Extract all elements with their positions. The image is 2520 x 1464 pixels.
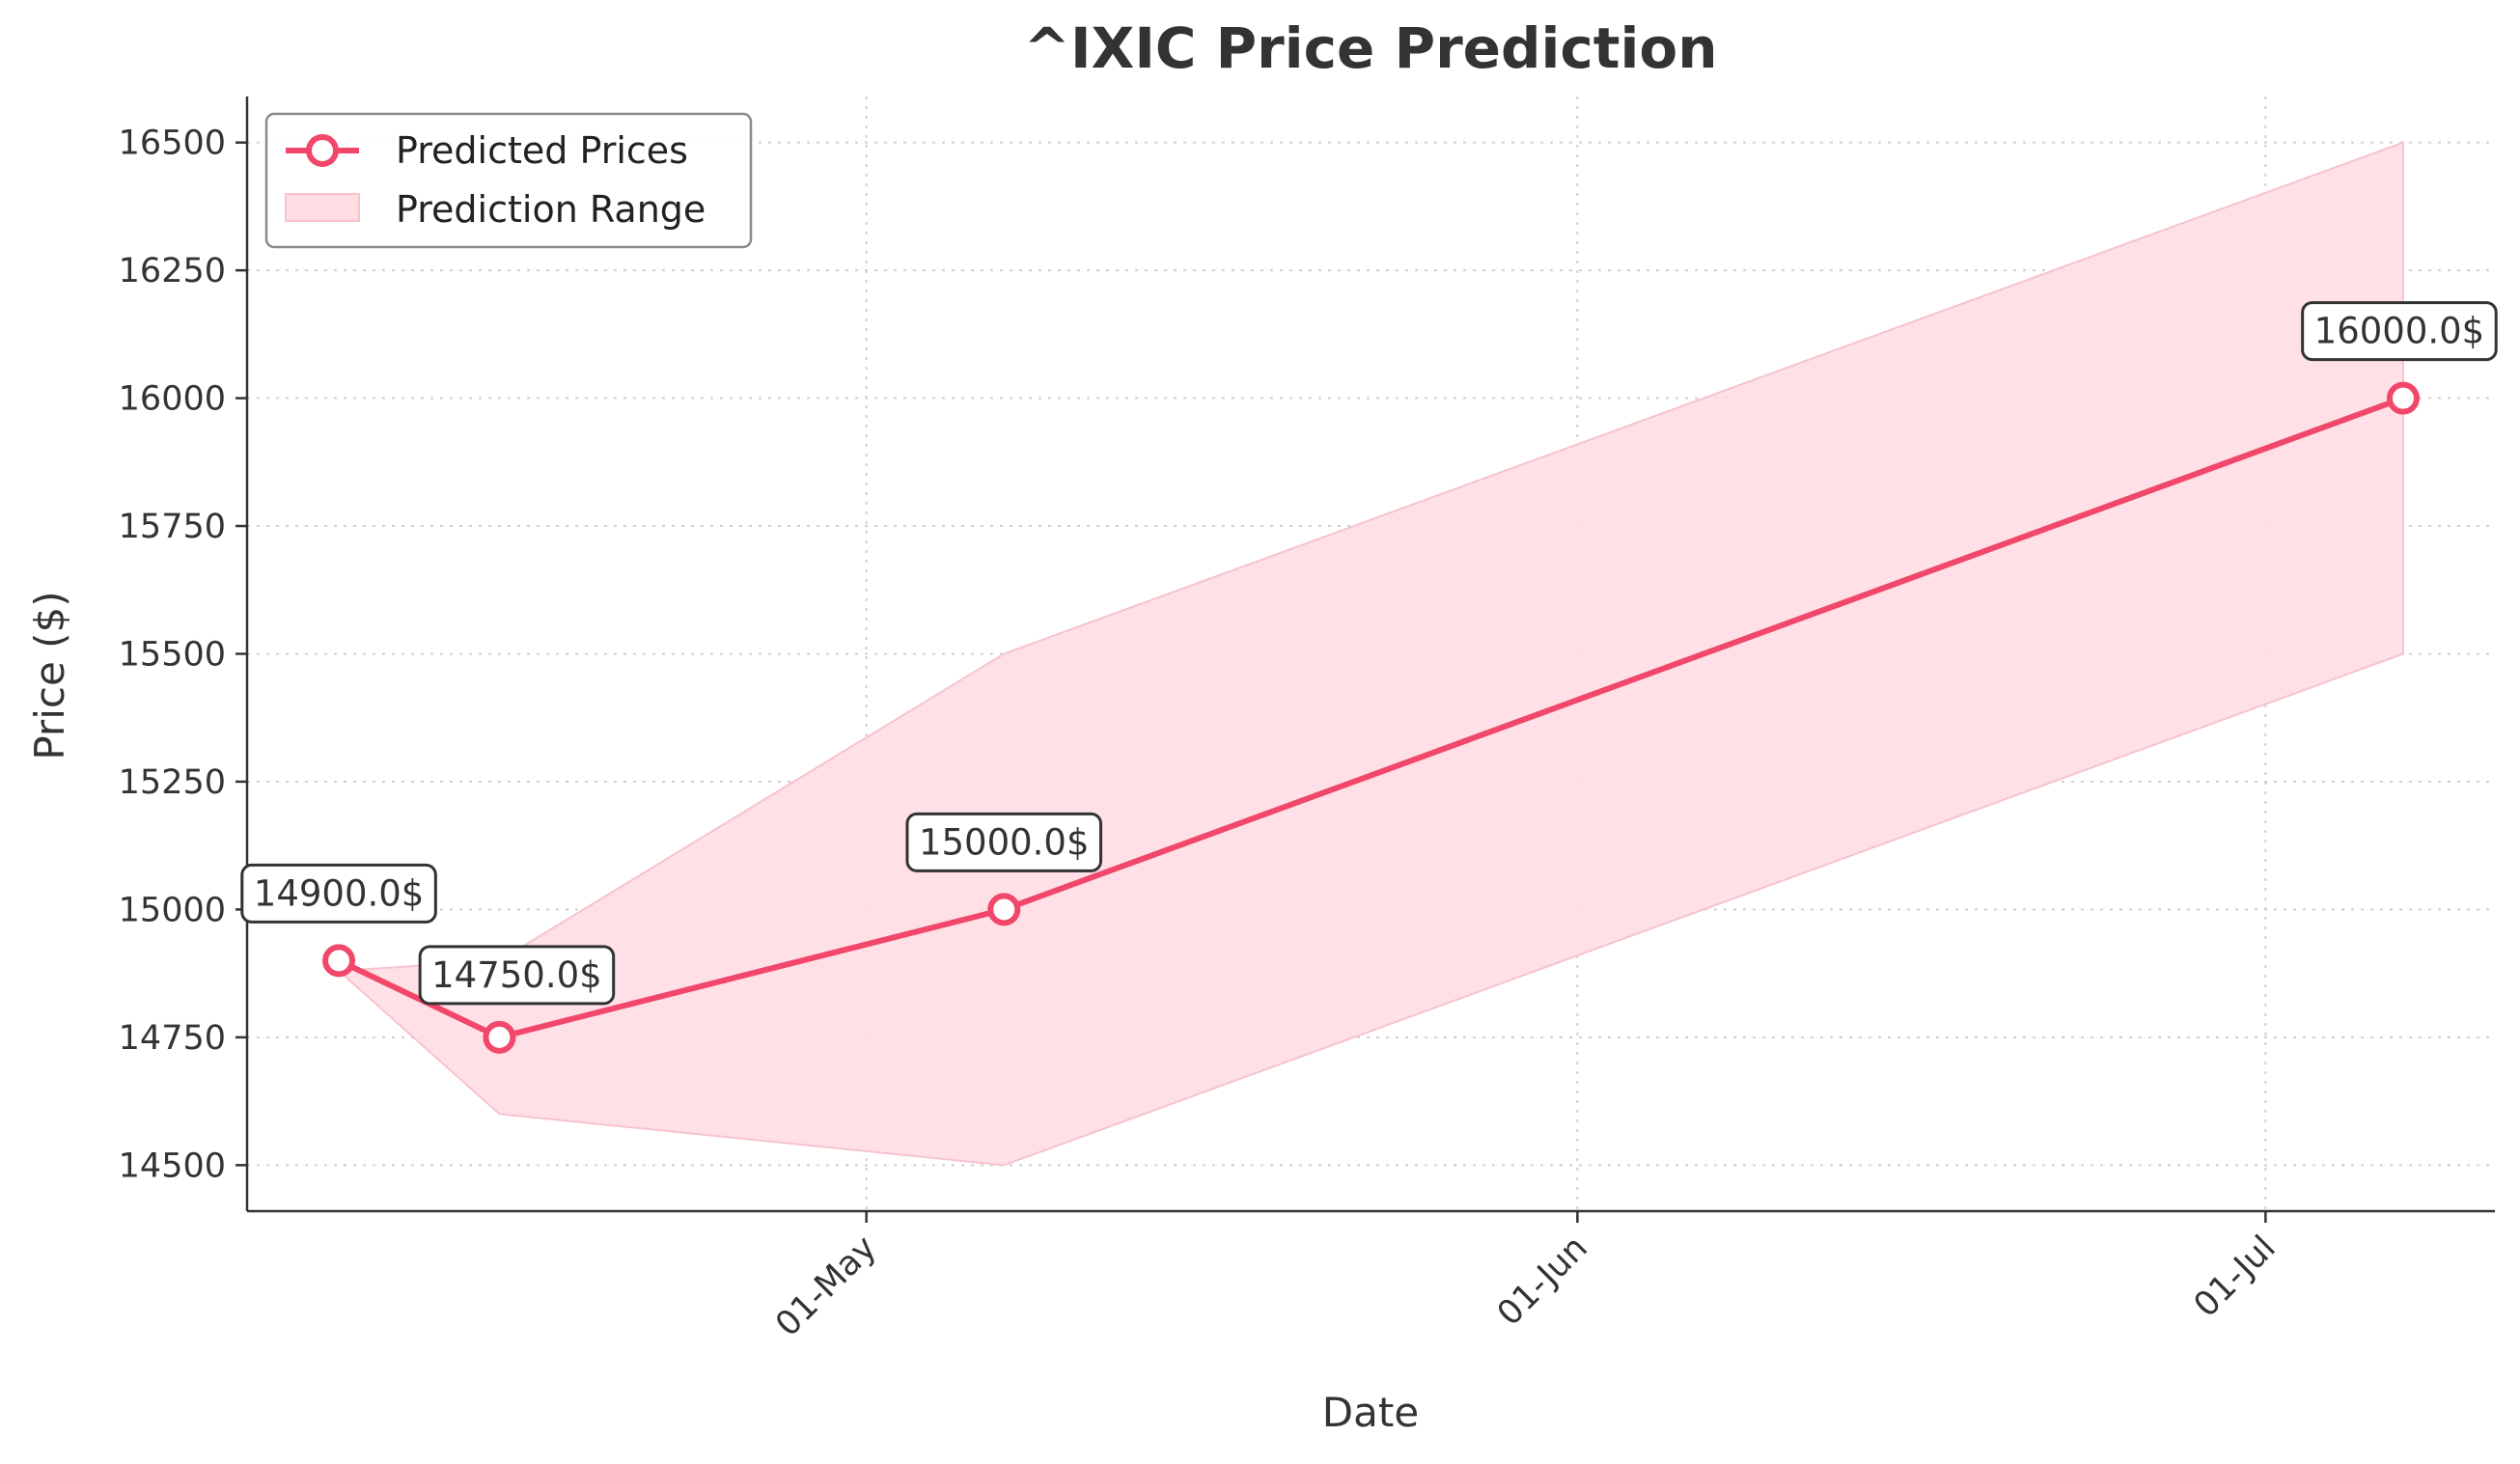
price-annotation-box xyxy=(905,812,1103,872)
y-tick-label: 16250 xyxy=(119,252,226,290)
price-annotation: 15000.0$ xyxy=(905,812,1103,872)
predicted-prices-line xyxy=(336,395,2406,1040)
price-annotation-box xyxy=(2301,301,2498,362)
y-tick-label: 14750 xyxy=(119,1019,226,1058)
price-annotation: 14750.0$ xyxy=(418,945,616,1006)
predicted-price-point xyxy=(483,1020,516,1054)
chart-title: ^IXIC Price Prediction xyxy=(1023,15,1717,81)
y-tick-label: 16000 xyxy=(119,380,226,419)
y-axis-label: Price ($) xyxy=(26,591,73,760)
y-tick-label: 15750 xyxy=(119,508,226,546)
x-tick-label: 01-May xyxy=(768,1229,884,1344)
y-tick-label: 15500 xyxy=(119,636,226,675)
predicted-price-point xyxy=(2386,381,2420,415)
predicted-price-point xyxy=(987,893,1021,926)
price-annotation-label: 14750.0$ xyxy=(431,954,602,996)
x-tick-label: 01-Jun xyxy=(1490,1229,1595,1334)
x-tick-label: 01-Jul xyxy=(2187,1229,2284,1325)
legend-frame xyxy=(264,112,753,249)
legend-marker-swatch xyxy=(306,134,339,167)
predicted-price-point xyxy=(322,944,356,978)
x-axis-label: Date xyxy=(1322,1389,1419,1436)
prediction-range-layer xyxy=(336,141,2404,1167)
legend-label-range: Prediction Range xyxy=(396,188,706,231)
legend-label-predicted: Predicted Prices xyxy=(396,129,688,172)
annotation-layer: 14900.0$14750.0$ 15000.0$ 16000.0$ xyxy=(240,301,2498,1006)
price-annotation-label: 14900.0$ xyxy=(254,872,425,914)
y-tick-label: 14500 xyxy=(119,1146,226,1185)
price-annotation: 16000.0$ xyxy=(2301,301,2498,362)
price-annotation-box xyxy=(240,863,437,924)
legend: Predicted Prices Prediction Range xyxy=(264,112,753,249)
price-annotation-box xyxy=(418,945,616,1006)
y-tick-label: 16500 xyxy=(119,124,226,163)
y-tick-label: 15000 xyxy=(119,891,226,929)
predicted-line-layer xyxy=(322,381,2420,1054)
prediction-range-band xyxy=(336,141,2404,1167)
price-annotation-label: 16000.0$ xyxy=(2314,311,2485,352)
y-tick-label: 15250 xyxy=(119,763,226,802)
legend-range-swatch xyxy=(285,193,360,222)
price-annotation: 14900.0$ xyxy=(240,863,437,924)
price-annotation-label: 15000.0$ xyxy=(919,821,1090,863)
